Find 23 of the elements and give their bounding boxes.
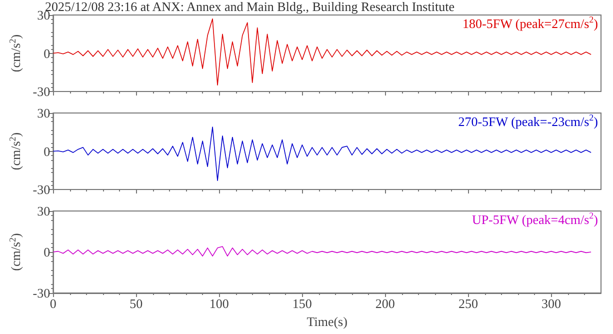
x-tick-label: 300 [541,296,561,311]
y-axis-title: (cm/s2) [8,233,23,271]
y-tick-label: 0 [44,144,50,159]
x-tick-label: 50 [130,296,143,311]
y-axis-title: (cm/s2) [8,132,23,170]
x-tick-label: 200 [375,296,395,311]
series-label: 270-5FW (peak=-23cm/s$^{2}$) [458,112,598,130]
y-tick-label: -30 [32,84,50,99]
y-axis-title: (cm/s2) [8,34,23,72]
x-tick-label: 150 [292,296,312,311]
series-label: 180-5FW (peak=27cm/s$^{2}$) [462,14,598,32]
y-tick-label: 0 [44,244,50,260]
x-axis-title: Time(s) [306,314,348,329]
y-tick-label: 30 [37,106,50,120]
line-series [52,18,592,86]
y-tick-label: 30 [37,204,50,218]
x-tick-label: 100 [209,296,229,311]
x-tick-label: 250 [458,296,478,311]
series-label: UP-5FW (peak=4cm/s$^{2}$) [472,210,598,228]
line-series [52,246,592,256]
y-tick-label: 0 [44,46,50,61]
y-tick-label: -30 [32,182,50,197]
y-tick-label: -30 [32,286,50,300]
